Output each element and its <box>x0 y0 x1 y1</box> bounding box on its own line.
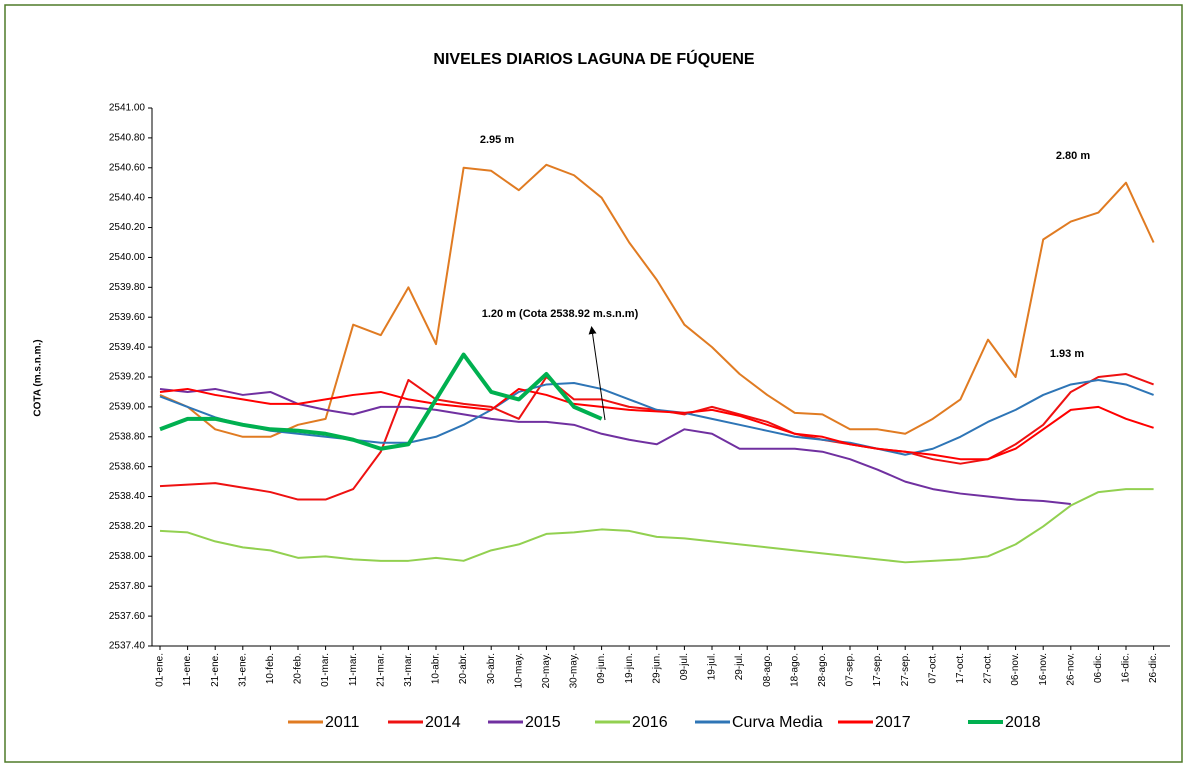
x-tick-label: 29-jun. <box>651 653 662 684</box>
x-tick-label: 20-abr. <box>458 653 469 684</box>
y-tick-label: 2540.60 <box>109 162 146 173</box>
x-tick-label: 30-may. <box>569 653 580 688</box>
x-tick-label: 30-abr. <box>486 653 497 684</box>
y-tick-label: 2539.60 <box>109 312 146 323</box>
legend-label: 2015 <box>525 714 561 731</box>
y-tick-label: 2539.40 <box>109 342 146 353</box>
annotation: 2.95 m <box>480 134 514 146</box>
annotation: 2.80 m <box>1056 150 1090 162</box>
x-tick-label: 11-ene. <box>182 653 193 686</box>
legend-label: 2011 <box>325 714 360 731</box>
x-tick-label: 06-dic. <box>1093 653 1104 683</box>
x-tick-label: 01-mar. <box>320 653 331 687</box>
x-tick-label: 27-oct. <box>983 653 994 684</box>
x-tick-label: 19-jun. <box>624 653 635 684</box>
x-tick-label: 21-mar. <box>375 653 386 687</box>
x-tick-label: 01-ene. <box>155 653 166 687</box>
x-tick-label: 16-dic. <box>1121 653 1132 683</box>
x-tick-label: 27-sep. <box>900 653 911 686</box>
x-tick-label: 26-dic. <box>1148 653 1159 683</box>
series-line <box>159 352 603 451</box>
y-tick-label: 2537.80 <box>109 581 146 592</box>
y-tick-label: 2538.60 <box>109 461 146 472</box>
x-tick-label: 20-feb. <box>293 653 304 684</box>
series-line <box>159 387 1154 461</box>
y-tick-label: 2541.00 <box>109 103 146 114</box>
x-tick-label: 17-oct. <box>955 653 966 684</box>
series-line <box>159 378 1154 456</box>
y-tick-label: 2540.80 <box>109 133 146 144</box>
series-line <box>159 488 1154 564</box>
y-tick-label: 2538.20 <box>109 521 146 532</box>
x-tick-label: 06-nov. <box>1010 653 1021 686</box>
legend-label: Curva Media <box>732 714 823 731</box>
x-tick-label: 07-sep. <box>845 653 856 686</box>
x-tick-label: 20-may. <box>541 653 552 688</box>
x-tick-label: 26-nov. <box>1065 653 1076 686</box>
x-tick-label: 29-jul. <box>734 653 745 680</box>
x-tick-label: 08-ago. <box>762 653 773 687</box>
legend-label: 2018 <box>1005 714 1041 731</box>
y-tick-label: 2538.40 <box>109 491 146 502</box>
x-tick-label: 16-nov. <box>1038 653 1049 686</box>
y-axis-label: COTA (m.s.n.m.) <box>33 339 44 416</box>
series-line <box>159 387 1071 506</box>
frame <box>4 4 1183 763</box>
legend-label: 2016 <box>632 714 668 731</box>
y-tick-label: 2539.80 <box>109 282 146 293</box>
y-tick-label: 2537.60 <box>109 611 146 622</box>
y-tick-label: 2537.40 <box>109 641 146 652</box>
y-tick-label: 2539.20 <box>109 372 146 383</box>
x-tick-label: 31-mar. <box>403 653 414 687</box>
x-tick-label: 10-may. <box>513 653 524 688</box>
series-line <box>159 163 1155 438</box>
annotation: 1.93 m <box>1050 348 1084 360</box>
x-tick-label: 31-ene. <box>237 653 248 687</box>
x-tick-label: 21-ene. <box>210 653 221 687</box>
x-tick-label: 10-abr. <box>431 653 442 684</box>
x-tick-label: 10-feb. <box>265 653 276 684</box>
x-tick-label: 09-jul. <box>679 653 690 680</box>
y-tick-label: 2540.20 <box>109 222 146 233</box>
x-tick-label: 28-ago. <box>817 653 828 687</box>
x-tick-label: 17-sep. <box>872 653 883 686</box>
x-tick-label: 18-ago. <box>789 653 800 687</box>
y-tick-label: 2538.00 <box>109 551 146 562</box>
x-tick-label: 09-jun. <box>596 653 607 684</box>
y-tick-label: 2540.40 <box>109 192 146 203</box>
y-tick-label: 2538.80 <box>109 431 146 442</box>
y-tick-label: 2539.00 <box>109 402 146 413</box>
y-tick-label: 2540.00 <box>109 252 146 263</box>
chart-title: NIVELES DIARIOS LAGUNA DE FÚQUENE <box>433 49 755 68</box>
annotation-arrow <box>588 326 606 421</box>
x-tick-label: 07-oct. <box>927 653 938 684</box>
legend-label: 2017 <box>875 714 911 731</box>
x-tick-label: 11-mar. <box>348 653 359 686</box>
x-tick-label: 19-jul. <box>707 653 718 680</box>
legend-label: 2014 <box>425 714 461 731</box>
annotation: 1.20 m (Cota 2538.92 m.s.n.m) <box>482 308 639 320</box>
